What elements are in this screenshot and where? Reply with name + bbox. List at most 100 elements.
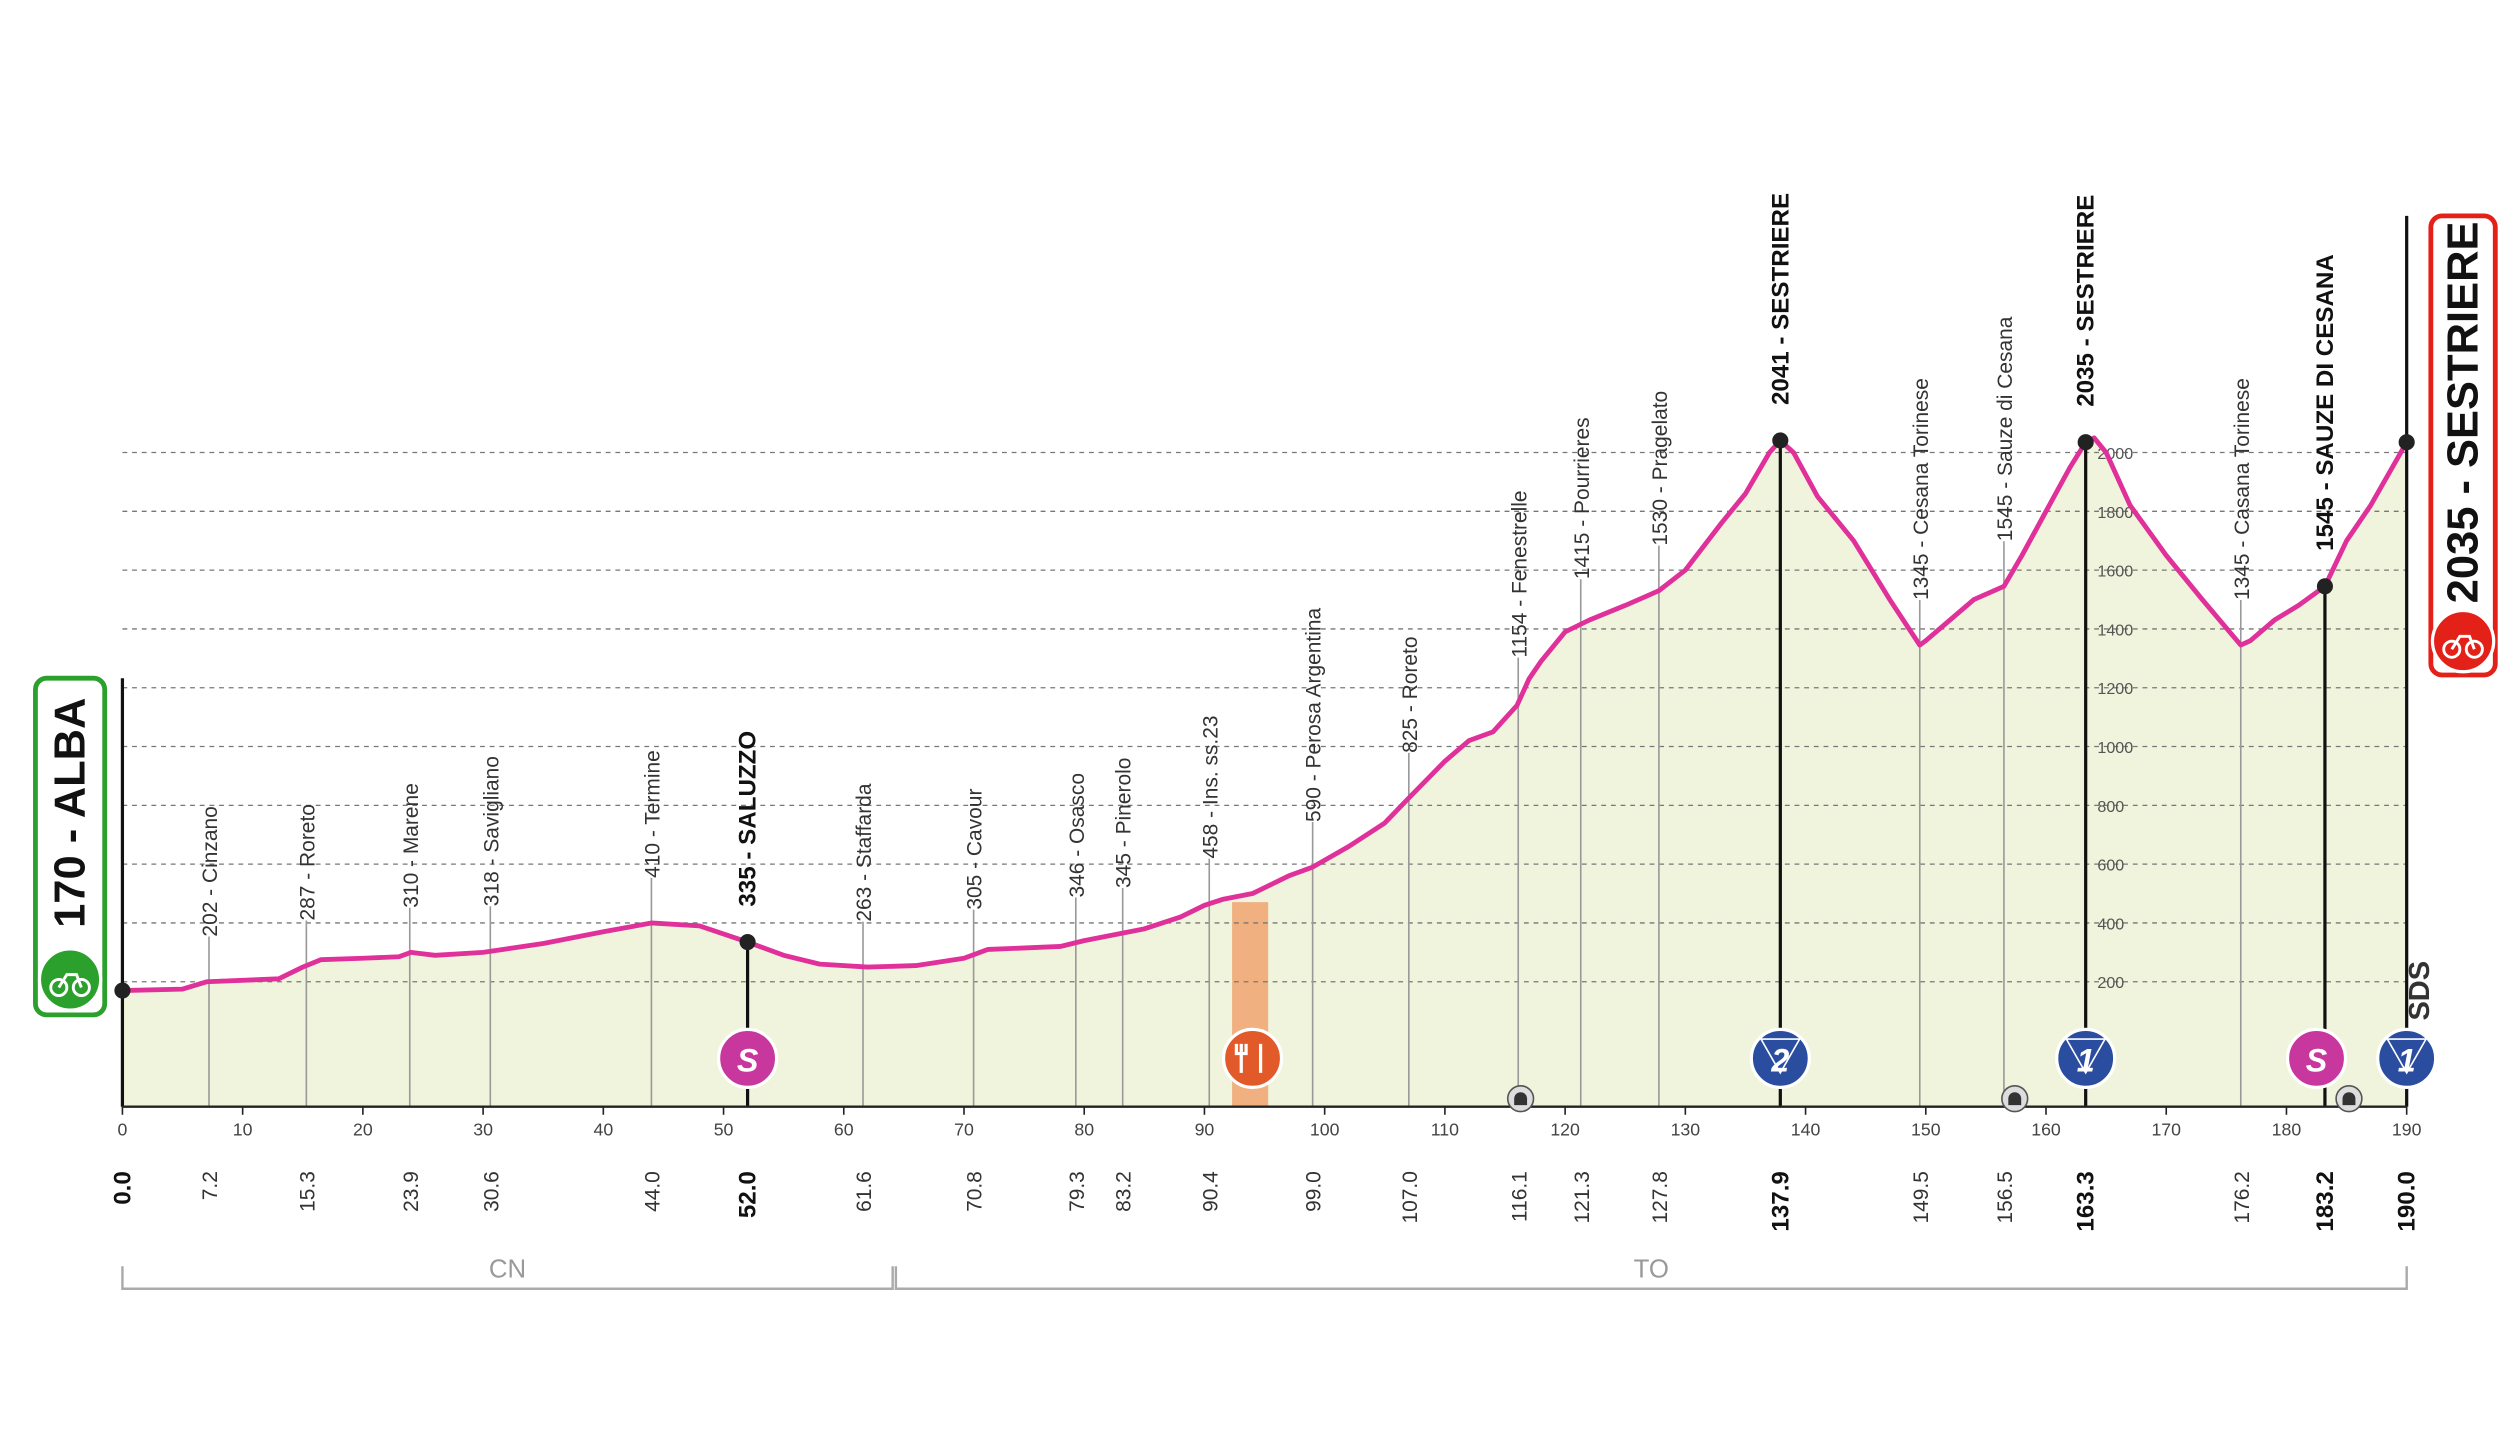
km-label: 70.8 — [964, 1171, 987, 1212]
waypoint-label: 1530 - Pragelato — [1649, 391, 1672, 546]
climb-triangle — [2064, 1038, 2107, 1075]
sprint-icon — [716, 1027, 779, 1089]
climb-icon — [2055, 1027, 2117, 1089]
km-label: 163.3 — [2073, 1171, 2100, 1231]
start-icon — [37, 947, 103, 1012]
waypoint-label: 310 - Marene — [400, 783, 423, 908]
region-label: TO — [1634, 1255, 1669, 1283]
x-tick-label: 60 — [834, 1120, 854, 1140]
x-tick-label: 130 — [1671, 1120, 1701, 1140]
climb-icon — [1749, 1027, 1811, 1089]
waypoint-label: 318 - Savigliano — [480, 756, 503, 906]
feed-glyph — [1234, 1043, 1263, 1073]
km-label: 90.4 — [1199, 1171, 1222, 1212]
waypoint-label: 305 - Cavour — [964, 789, 987, 910]
waypoint-dot — [114, 982, 131, 999]
climb-icon — [2376, 1027, 2438, 1089]
km-label: 190.0 — [2394, 1171, 2421, 1231]
km-label: 99.0 — [1303, 1171, 1326, 1212]
region-bracket — [121, 1266, 894, 1290]
waypoint-label: 335 - SALUZZO — [735, 731, 762, 907]
x-tick-label: 100 — [1310, 1120, 1340, 1140]
finish-box — [2428, 213, 2498, 678]
climb-triangle — [2385, 1038, 2428, 1075]
y-tick-label: 1800 — [2097, 504, 2133, 522]
x-tick-label: 180 — [2272, 1120, 2302, 1140]
finish-bike — [2442, 634, 2484, 659]
km-label: 149.5 — [1910, 1171, 1933, 1223]
km-label: 30.6 — [480, 1171, 503, 1212]
km-label: 61.6 — [853, 1171, 876, 1212]
km-label: 0.0 — [109, 1171, 136, 1205]
km-label: 44.0 — [641, 1171, 664, 1212]
km-label: 116.1 — [1508, 1171, 1531, 1222]
waypoint-label: 346 - Osasco — [1066, 773, 1089, 898]
x-tick-label: 150 — [1911, 1120, 1941, 1140]
waypoint-dot — [1772, 432, 1789, 449]
climb-label: 1 — [2398, 1042, 2416, 1078]
waypoint-dot — [2398, 434, 2415, 451]
km-label: 183.2 — [2312, 1171, 2339, 1231]
x-tick-label: 40 — [593, 1120, 613, 1140]
feed-icon — [1221, 1027, 1284, 1089]
region-label: CN — [489, 1255, 526, 1283]
km-label: 127.8 — [1649, 1171, 1672, 1223]
x-tick-label: 50 — [714, 1120, 734, 1140]
km-label: 15.3 — [296, 1171, 319, 1212]
x-tick-label: 20 — [353, 1120, 373, 1140]
km-label: 83.2 — [1113, 1171, 1136, 1212]
sprint-label: S — [737, 1042, 759, 1078]
x-tick-label: 90 — [1195, 1120, 1215, 1140]
x-tick-label: 190 — [2392, 1120, 2422, 1140]
tunnel-arch — [1514, 1092, 1528, 1106]
region-bracket — [894, 1266, 2408, 1290]
start-label: 170 - ALBA — [47, 698, 95, 928]
sprint-icon — [2285, 1027, 2348, 1089]
waypoint-dot — [739, 934, 756, 951]
y-tick-label: 400 — [2097, 915, 2124, 933]
waypoint-label: 1415 - Pourrieres — [1571, 417, 1594, 579]
waypoint-label: 345 - Pinerolo — [1113, 758, 1136, 888]
y-tick-label: 1600 — [2097, 563, 2133, 581]
km-label: 156.5 — [1994, 1171, 2017, 1223]
waypoint-label: 410 - Termine — [641, 750, 664, 878]
km-label: 107.0 — [1399, 1171, 1422, 1223]
start-bike — [49, 973, 91, 997]
tunnel-arch — [2342, 1092, 2356, 1106]
km-label: 79.3 — [1066, 1171, 1089, 1212]
waypoint-label: 1345 - Cesana Torinese — [1910, 378, 1933, 600]
x-tick-label: 170 — [2151, 1120, 2181, 1140]
profile-area — [122, 437, 2407, 1107]
x-tick-label: 120 — [1550, 1120, 1580, 1140]
y-tick-label: 1400 — [2097, 621, 2133, 639]
x-tick-label: 70 — [954, 1120, 974, 1140]
x-tick-label: 140 — [1791, 1120, 1821, 1140]
y-tick-label: 600 — [2097, 857, 2124, 875]
waypoint-label: 1345 - Casana Torinese — [2231, 378, 2254, 600]
waypoint-label: 1545 - SAUZE DI CESANA — [2312, 254, 2339, 551]
km-label: 137.9 — [1767, 1171, 1794, 1231]
tunnel-arch — [2008, 1092, 2022, 1106]
waypoint-dot — [2077, 434, 2094, 451]
y-tick-label: 200 — [2097, 974, 2124, 992]
x-tick-label: 80 — [1074, 1120, 1094, 1140]
climb-triangle — [1759, 1038, 1802, 1075]
x-tick-label: 160 — [2031, 1120, 2061, 1140]
waypoint-label: 2041 - SESTRIERE — [1767, 193, 1794, 405]
km-label: 121.3 — [1571, 1171, 1594, 1223]
sprint-label: S — [2306, 1042, 2328, 1078]
km-label: 52.0 — [735, 1171, 762, 1218]
x-tick-label: 30 — [473, 1120, 493, 1140]
logo: SDS — [2404, 961, 2436, 1021]
y-tick-label: 1000 — [2097, 739, 2133, 757]
waypoint-label: 2035 - SESTRIERE — [2073, 195, 2100, 407]
km-label: 176.2 — [2231, 1171, 2254, 1223]
climb-label: 1 — [2077, 1042, 2095, 1078]
y-tick-label: 800 — [2097, 798, 2124, 816]
waypoint-dot — [2316, 578, 2333, 595]
waypoint-label: 263 - Staffarda — [853, 783, 876, 921]
km-label: 23.9 — [400, 1171, 423, 1212]
x-tick-label: 0 — [117, 1120, 127, 1140]
